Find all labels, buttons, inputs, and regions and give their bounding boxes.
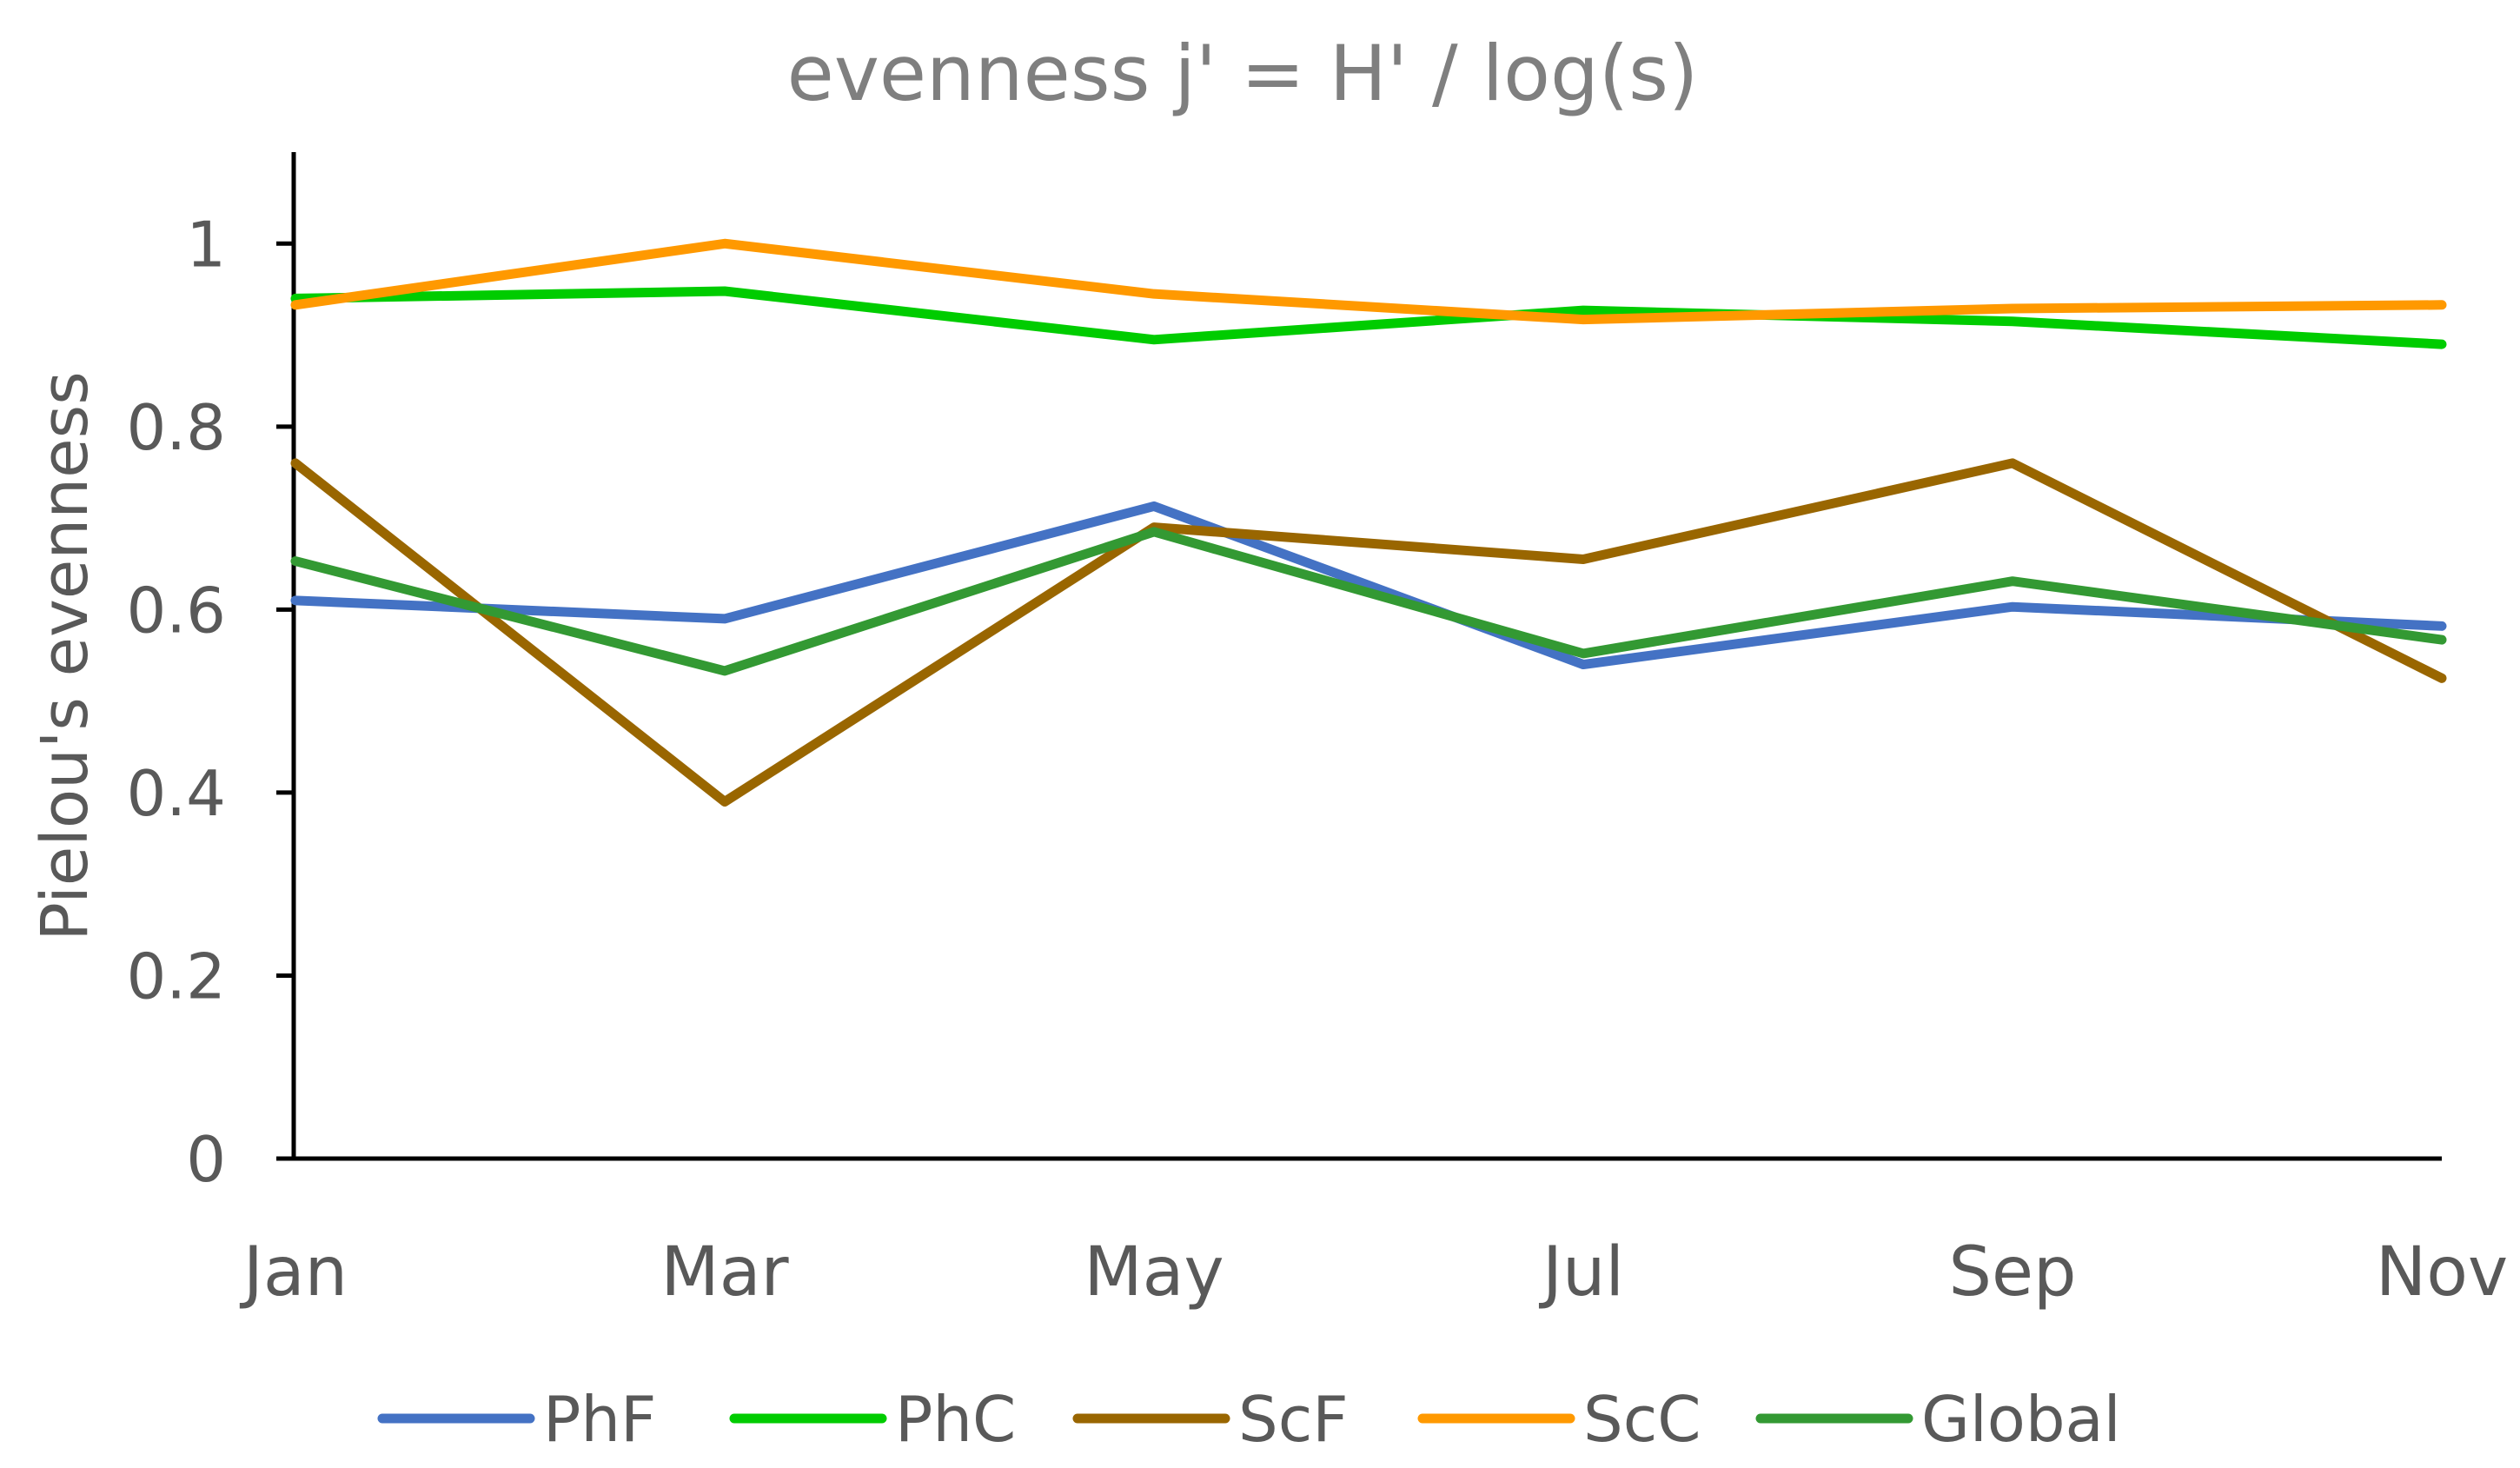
series-lines [290, 238, 2447, 807]
y-tick-label: 0.6 [126, 574, 226, 647]
legend-label-phf: PhF [543, 1383, 656, 1456]
x-tick-label: Mar [660, 1233, 789, 1312]
legend-label-global: Global [1921, 1383, 2121, 1456]
series-line-scc [290, 238, 2447, 325]
x-tick-label: Jan [239, 1233, 348, 1312]
y-tick-label: 0 [186, 1123, 226, 1196]
x-tick-label: May [1084, 1233, 1224, 1312]
legend-label-phc: PhC [895, 1383, 1016, 1456]
y-tick-label: 0.2 [126, 940, 226, 1013]
y-tick-label: 0.4 [126, 757, 226, 830]
chart-title: evenness j' = H' / log(s) [787, 29, 1699, 118]
y-axis-ticks: 0 0.2 0.4 0.6 0.8 1 [126, 208, 294, 1196]
y-tick-label: 0.8 [126, 391, 226, 464]
x-axis-ticks: Jan Mar May Jul Sep Nov [239, 1233, 2508, 1312]
series-line-scf [290, 458, 2447, 807]
series-line-phc [290, 286, 2447, 349]
x-tick-label: Nov [2376, 1233, 2508, 1312]
legend: PhF PhC ScF ScC Global [377, 1383, 2121, 1456]
legend-label-scf: ScF [1238, 1383, 1349, 1456]
legend-label-scc: ScC [1583, 1383, 1701, 1456]
axes [291, 152, 2442, 1161]
series-line-global [290, 527, 2447, 676]
series-line-phf [290, 501, 2447, 670]
y-axis-label: Pielou's evenness [28, 371, 103, 941]
x-tick-label: Sep [1948, 1233, 2076, 1312]
y-tick-label: 1 [186, 208, 226, 281]
x-tick-label: Jul [1538, 1233, 1624, 1312]
